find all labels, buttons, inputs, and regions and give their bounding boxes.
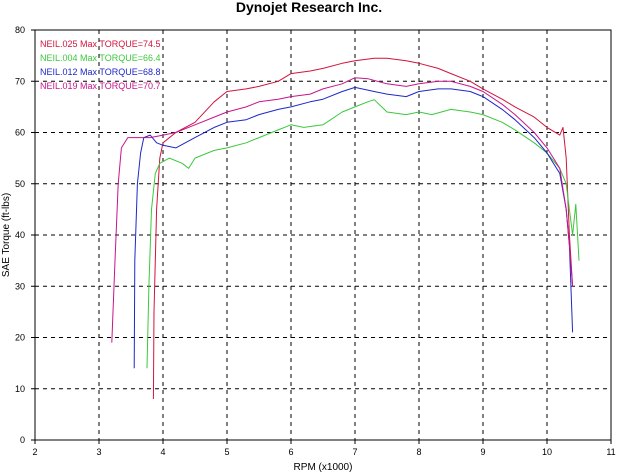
legend-entry: NEIL.012 Max TORQUE=68.8 — [40, 67, 160, 77]
y-tick-label: 10 — [15, 384, 25, 394]
series-line-neil-004 — [146, 99, 580, 369]
legend-entry: NEIL.004 Max TORQUE=66.4 — [40, 53, 160, 63]
y-axis-ticks: 0 10 20 30 40 50 60 70 80 — [15, 25, 35, 445]
x-tick-label: 7 — [352, 447, 357, 457]
y-tick-label: 0 — [20, 435, 25, 445]
x-tick-label: 11 — [606, 447, 615, 457]
x-tick-label: 5 — [224, 447, 229, 457]
y-tick-label: 70 — [15, 76, 25, 86]
x-tick-label: 4 — [160, 447, 165, 457]
x-tick-label: 8 — [416, 447, 421, 457]
y-tick-label: 60 — [15, 128, 25, 138]
series-line-neil-012 — [133, 86, 574, 369]
x-tick-label: 9 — [480, 447, 485, 457]
x-tick-label: 10 — [542, 447, 552, 457]
x-axis-label: RPM (x1000) — [294, 462, 353, 473]
legend: NEIL.025 Max TORQUE=74.5 NEIL.004 Max TOR… — [40, 39, 160, 91]
chart-title: Dynojet Research Inc. — [236, 0, 382, 15]
legend-entry: NEIL.019 Max TORQUE=70.7 — [40, 81, 160, 91]
y-tick-label: 30 — [15, 281, 25, 291]
grid-lines — [35, 30, 611, 440]
y-axis-label: SAE Torque (ft-lbs) — [1, 193, 12, 277]
series-lines — [111, 57, 580, 400]
x-axis-ticks: 2 3 4 5 6 7 8 9 10 11 — [32, 440, 616, 457]
x-tick-label: 3 — [96, 447, 101, 457]
series-line-neil-019 — [111, 77, 574, 343]
y-tick-label: 80 — [15, 25, 25, 35]
x-tick-label: 2 — [32, 447, 37, 457]
y-tick-label: 40 — [15, 230, 25, 240]
y-tick-label: 20 — [15, 333, 25, 343]
series-line-neil-025 — [152, 57, 574, 400]
legend-entry: NEIL.025 Max TORQUE=74.5 — [40, 39, 160, 49]
y-tick-label: 50 — [15, 179, 25, 189]
x-tick-label: 6 — [288, 447, 293, 457]
